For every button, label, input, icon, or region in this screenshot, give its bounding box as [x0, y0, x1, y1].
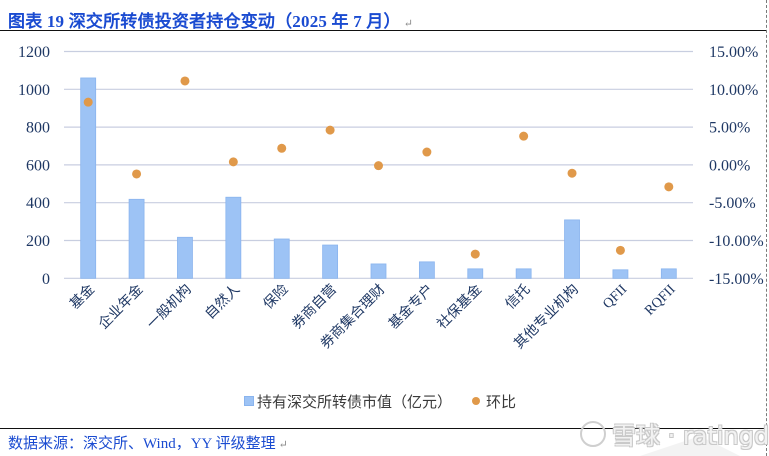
- watermark-shape: [640, 436, 740, 456]
- chart-legend: 持有深交所转债市值（亿元） 环比: [244, 391, 516, 411]
- right-axis-tick-label: -10.00%: [709, 233, 764, 250]
- watermark-text: 雪球 · ratingdog: [612, 422, 769, 450]
- bar-券商集合理财: [370, 263, 387, 279]
- dot-其他专业机构: [567, 168, 577, 178]
- source-text: 数据来源：深交所、Wind，YY 评级整理: [8, 436, 276, 452]
- dot-券商自营: [325, 125, 335, 135]
- legend-dot-swatch-icon: [472, 397, 481, 405]
- chart-plot: 0 200 400 600 800 1000 1200 -15.00% -10.00% -5.00…: [18, 44, 764, 352]
- legend-dot-label: 环比: [486, 394, 517, 411]
- legend-bar-label: 持有深交所转债市值（亿元）: [257, 394, 453, 411]
- category-label: 一般机构: [144, 282, 195, 333]
- category-label: 基金: [66, 281, 98, 313]
- right-axis-tick-label: -15.00%: [709, 271, 764, 288]
- category-label: 自然人: [201, 281, 243, 323]
- snowball-logo-icon: [580, 421, 606, 447]
- dot-基金: [83, 97, 93, 107]
- bar-保险: [273, 238, 290, 279]
- watermark: 雪球 · ratingdog: [580, 416, 769, 451]
- left-axis-tick-label: 800: [26, 120, 50, 137]
- dot-基金专户: [422, 147, 432, 157]
- source-note: 数据来源：深交所、Wind，YY 评级整理 ↵: [8, 432, 288, 453]
- paragraph-mark-icon: ↵: [403, 18, 414, 30]
- legend-bar-swatch-icon: [244, 396, 254, 406]
- figure-title: 图表 19 深交所转债投资者持仓变动（2025 年 7 月） ↵: [8, 7, 413, 32]
- bar-信托: [515, 268, 532, 279]
- right-axis-tick-label: -5.00%: [709, 195, 756, 212]
- dot-企业年金: [132, 169, 142, 179]
- category-label: RQFII: [642, 282, 679, 319]
- left-axis-tick-label: 400: [26, 195, 50, 212]
- bar-自然人: [225, 196, 242, 279]
- left-axis-tick-label: 600: [26, 157, 50, 174]
- bar-企业年金: [128, 198, 145, 279]
- category-label: 企业年金: [95, 281, 147, 333]
- dot-保险: [277, 143, 287, 153]
- dot-QFII: [615, 245, 625, 255]
- dot-券商集合理财: [374, 161, 383, 171]
- dot-一般机构: [180, 76, 190, 86]
- bar-其他专业机构: [564, 219, 580, 279]
- left-axis-tick-label: 200: [26, 233, 50, 250]
- paragraph-mark-icon: ↵: [278, 439, 288, 451]
- category-label: 券商自营: [289, 282, 340, 333]
- bar-基金: [80, 77, 97, 279]
- bar-QFII: [612, 269, 629, 279]
- source-divider: [0, 428, 767, 429]
- page-border-dashed: [766, 0, 767, 456]
- left-axis-tick-label: 1000: [18, 82, 50, 99]
- dot-信托: [519, 131, 529, 141]
- left-axis-tick-label: 0: [42, 271, 50, 288]
- bar-基金专户: [418, 261, 435, 279]
- dot-自然人: [228, 157, 238, 167]
- bar-一般机构: [177, 236, 193, 279]
- right-axis-tick-label: 5.00%: [709, 120, 750, 137]
- bar-社保基金: [467, 268, 484, 279]
- right-axis-tick-label: 0.00%: [709, 157, 750, 174]
- right-axis-tick-label: 10.00%: [709, 82, 758, 99]
- right-axis-tick-label: 15.00%: [709, 44, 758, 61]
- title-divider: [0, 30, 767, 31]
- category-label: 社保基金: [433, 281, 485, 333]
- left-axis-tick-label: 1200: [18, 44, 50, 61]
- category-label: QFII: [600, 282, 630, 312]
- figure-title-text: 图表 19 深交所转债投资者持仓变动（2025 年 7 月）: [8, 12, 401, 31]
- category-label: 信托: [502, 282, 533, 313]
- category-label: 基金专户: [385, 281, 437, 333]
- bar-RQFII: [660, 268, 677, 279]
- category-label: 保险: [260, 282, 291, 313]
- bar-券商自营: [322, 244, 339, 279]
- dot-社保基金: [470, 249, 480, 259]
- dot-RQFII: [664, 182, 674, 192]
